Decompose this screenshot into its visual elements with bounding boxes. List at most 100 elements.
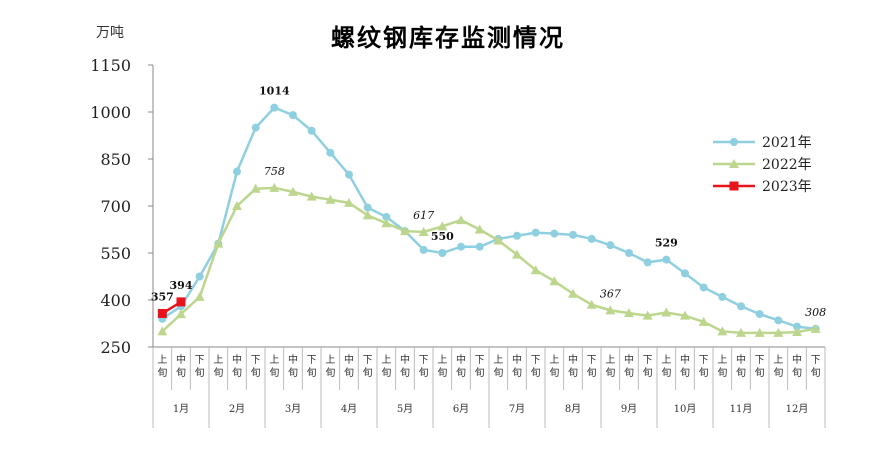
- x-tick-label: 旬: [307, 366, 317, 379]
- x-tick-label: 旬: [176, 366, 186, 379]
- data-point: [755, 310, 764, 319]
- data-point: [531, 228, 540, 237]
- x-tick-label: 上: [213, 354, 223, 366]
- x-tick-label: 旬: [568, 366, 578, 379]
- series-2023年: [157, 297, 186, 318]
- series-line: [161, 186, 816, 335]
- data-point: [157, 308, 167, 318]
- x-tick-label: 旬: [269, 366, 279, 379]
- data-point: [549, 276, 560, 286]
- x-tick-label: 中: [624, 353, 634, 366]
- data-point: [233, 167, 241, 176]
- data-point: [457, 242, 465, 251]
- data-point: [400, 226, 410, 236]
- data-point: [643, 258, 652, 267]
- y-axis-unit: 万吨: [96, 25, 124, 41]
- data-point: [382, 212, 391, 221]
- data-label: 357: [151, 290, 174, 303]
- x-tick-label: 上: [437, 354, 447, 366]
- x-tick-label: 旬: [400, 366, 410, 379]
- data-label: 550: [431, 230, 454, 243]
- data-label: 367: [600, 287, 621, 300]
- x-tick-label: 旬: [381, 366, 391, 379]
- y-tick-label: 400: [100, 291, 131, 310]
- x-tick-label: 中: [736, 353, 746, 366]
- x-tick-label: 下: [419, 355, 429, 366]
- month-label: 12月: [786, 403, 809, 415]
- x-tick-label: 上: [549, 354, 559, 366]
- data-point: [718, 292, 727, 301]
- x-tick-label: 旬: [325, 366, 335, 379]
- x-tick-label: 下: [475, 355, 485, 366]
- data-point: [699, 283, 708, 292]
- data-label: 1014: [259, 85, 290, 98]
- x-tick-label: 上: [717, 354, 727, 366]
- y-tick-label: 700: [100, 197, 131, 216]
- x-tick-label: 旬: [773, 366, 783, 379]
- x-tick-label: 旬: [493, 366, 503, 379]
- x-tick-label: 旬: [195, 366, 205, 379]
- x-tick-label: 下: [699, 355, 709, 366]
- x-tick-label: 旬: [251, 366, 261, 379]
- data-point: [475, 242, 484, 251]
- x-tick-label: 旬: [605, 366, 615, 379]
- data-point: [512, 249, 522, 259]
- data-point: [345, 170, 353, 179]
- month-label: 9月: [621, 403, 637, 415]
- data-point: [530, 265, 541, 275]
- x-tick-label: 旬: [755, 366, 765, 379]
- data-point: [493, 235, 504, 245]
- data-label: 394: [170, 279, 193, 292]
- data-point: [438, 249, 447, 257]
- data-point: [195, 272, 204, 281]
- x-tick-label: 旬: [213, 366, 223, 379]
- month-label: 8月: [565, 403, 581, 415]
- month-label: 1月: [173, 403, 189, 415]
- data-point: [269, 182, 280, 192]
- x-tick-label: 中: [680, 353, 690, 366]
- month-label: 11月: [730, 403, 753, 415]
- data-point: [344, 197, 354, 207]
- data-point: [810, 323, 821, 333]
- x-tick-label: 旬: [456, 366, 466, 379]
- x-tick-label: 下: [643, 355, 653, 366]
- data-point: [624, 308, 634, 318]
- data-point: [587, 234, 596, 243]
- x-tick-label: 旬: [344, 366, 354, 379]
- x-tick-label: 下: [531, 355, 541, 366]
- legend-item: 2022年: [713, 157, 812, 173]
- data-point: [306, 191, 317, 201]
- legend-label: 2021年: [762, 135, 812, 151]
- data-point: [326, 148, 335, 157]
- x-tick-label: 下: [811, 355, 821, 366]
- data-point: [362, 210, 373, 220]
- data-point: [569, 230, 577, 239]
- x-tick-label: 中: [400, 353, 410, 366]
- x-tick-label: 旬: [624, 366, 634, 379]
- x-tick-label: 上: [325, 354, 335, 366]
- x-tick-label: 中: [456, 353, 466, 366]
- data-point: [662, 255, 671, 264]
- x-tick-label: 旬: [549, 366, 559, 379]
- data-point: [232, 201, 242, 210]
- x-tick-label: 下: [251, 355, 261, 366]
- data-point: [606, 241, 615, 250]
- x-tick-label: 旬: [512, 366, 522, 379]
- x-tick-label: 旬: [680, 366, 690, 379]
- series-2022年: [157, 182, 821, 337]
- legend-label: 2023年: [762, 179, 812, 195]
- series-2021年: [158, 103, 820, 333]
- data-point: [456, 215, 466, 225]
- x-tick-label: 旬: [531, 366, 541, 379]
- x-tick-label: 下: [587, 355, 597, 366]
- chart-title: 螺纹钢库存监测情况: [331, 23, 565, 52]
- data-point: [792, 326, 802, 336]
- x-tick-label: 旬: [419, 366, 429, 379]
- data-point: [325, 194, 336, 204]
- data-point: [730, 138, 738, 146]
- data-point: [729, 159, 739, 168]
- y-tick-label: 1150: [90, 56, 131, 75]
- x-tick-label: 下: [307, 355, 317, 366]
